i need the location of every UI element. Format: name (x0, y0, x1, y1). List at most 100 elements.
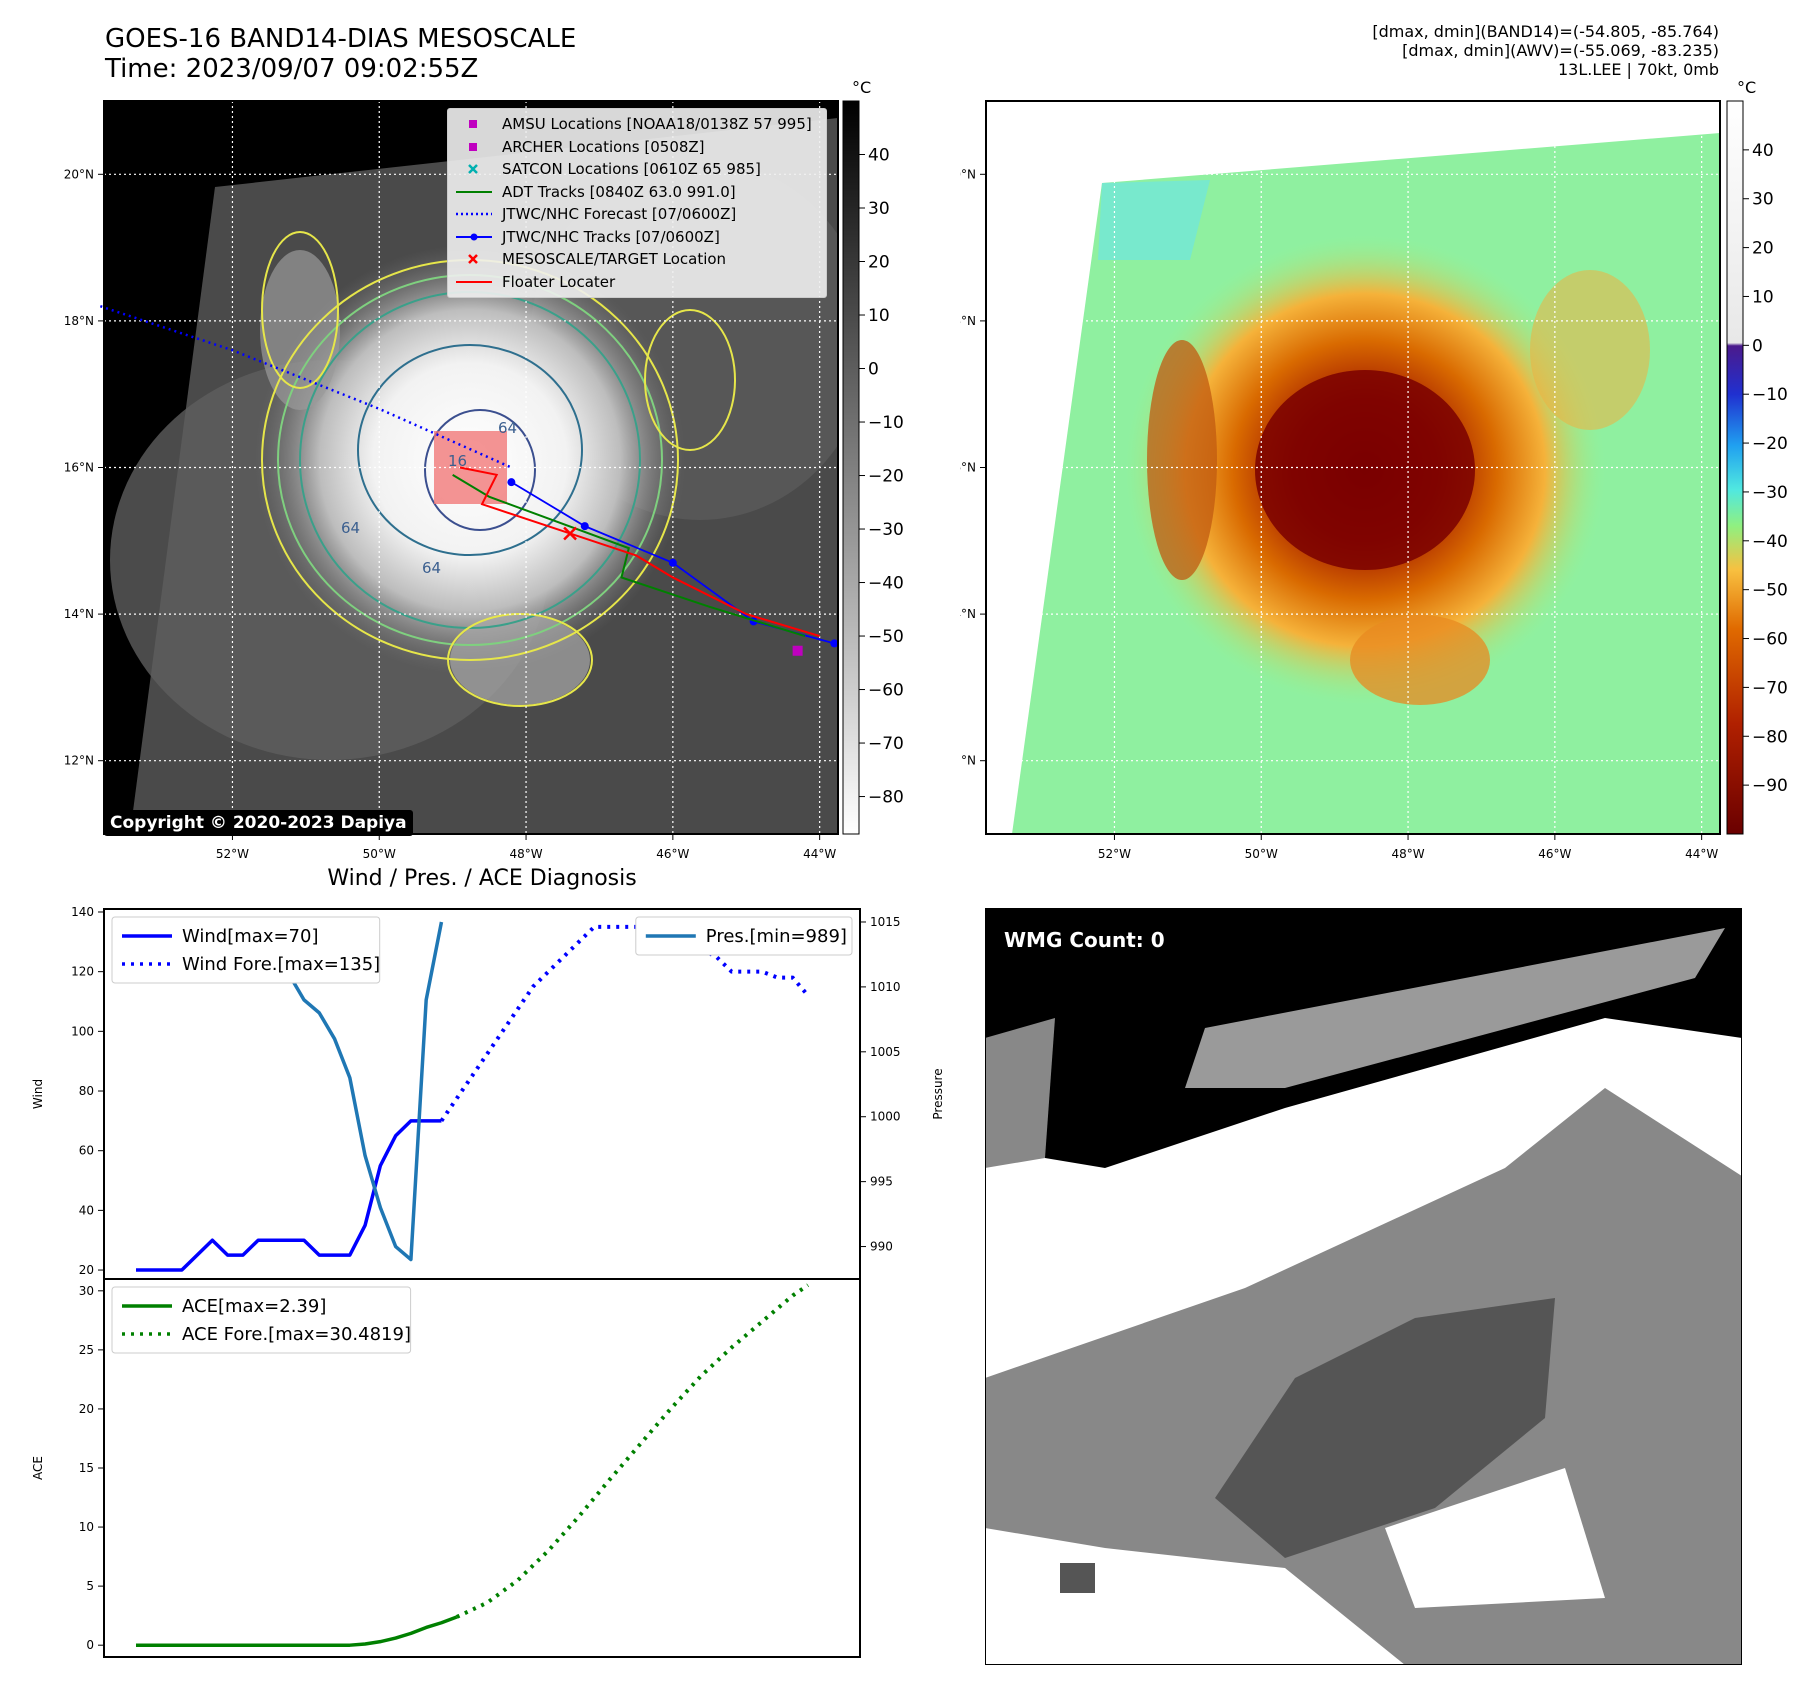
colorbar-tick-label: −80 (868, 788, 904, 808)
y-right-axis-label: Pressure (931, 1068, 945, 1119)
lat-tick-label: 18°N (960, 314, 976, 328)
lat-tick-label: 14°N (64, 607, 94, 621)
wmg-lightgray-band (1185, 928, 1725, 1088)
colorbar-tick-label: 40 (1752, 141, 1774, 161)
legend-entry: AMSU Locations [NOAA18/0138Z 57 995] (454, 113, 820, 136)
contour-label: 64 (422, 559, 441, 577)
info-line-2: [dmax, dmin](AWV)=(-55.069, -83.235) (1402, 41, 1719, 60)
lat-tick-label: 20°N (64, 167, 94, 181)
y-tick-label: 20 (79, 1263, 94, 1277)
colorbar-tick-label: −40 (1752, 532, 1788, 552)
ir-colorbar: 40 30 20 10 0 −10 −20 −30 −40 −50 −60 −70 −80 (842, 100, 904, 835)
legend-box (111, 916, 381, 984)
legend-label: SATCON Locations [0610Z 65 985] (502, 160, 761, 179)
colorbar-tick-label: 0 (868, 360, 879, 380)
legend-label: MESOSCALE/TARGET Location (502, 250, 727, 269)
lat-tick-label: 14°N (960, 607, 976, 621)
y-tick-label: 120 (71, 965, 94, 979)
legend-swatch (456, 233, 492, 241)
legend-square-symbol (469, 142, 477, 151)
wind-pressure-panel: 20 40 60 80 100 120 140 Wind 990 995 1000 1005 1010 1… (31, 905, 945, 1280)
colorbar-tick-label: 10 (1752, 287, 1774, 307)
y-tick-label: 10 (79, 1520, 94, 1534)
legend-label: Wind Fore.[max=135] (182, 954, 380, 975)
legend-entry: ARCHER Locations [0508Z] (454, 136, 820, 159)
awv-colorbar-gradient (1726, 100, 1744, 835)
y-tick-label: 100 (71, 1024, 94, 1038)
lon-tick-label: 52°W (216, 847, 249, 860)
y-tick-label: 80 (79, 1084, 94, 1098)
info-block: [dmax, dmin](BAND14)=(-54.805, -85.764) … (1372, 22, 1719, 79)
colorbar-tick-label: −50 (868, 627, 904, 647)
colorbar-tick-label: −20 (868, 467, 904, 487)
legend-box (635, 916, 853, 956)
legend-x-symbol (468, 254, 478, 265)
lon-tick-label: 44°W (1685, 847, 1718, 860)
colorbar-tick-label: −40 (868, 574, 904, 594)
colorbar-tick-label: −10 (868, 413, 904, 433)
y-right-tick-label: 990 (870, 1240, 893, 1254)
floater-locater-line (459, 466, 820, 638)
y-tick-label: 5 (86, 1579, 94, 1593)
lat-tick-label: 18°N (64, 314, 94, 328)
legend-label: JTWC/NHC Tracks [07/0600Z] (502, 227, 720, 246)
colorbar-tick-label: −70 (868, 734, 904, 754)
lon-tick-label: 48°W (1391, 847, 1424, 860)
colorbar-tick-label: −30 (868, 520, 904, 540)
awv-axis-ticks: 52°W 50°W 48°W 46°W 44°W 20°N 18°N 16°N 14°N 12°N (960, 167, 1718, 860)
legend-dot-symbol (470, 233, 478, 241)
colorbar-tick-label: 20 (1752, 239, 1774, 259)
lon-tick-label: 46°W (656, 847, 689, 860)
wmg-panel (985, 908, 1742, 1665)
ace-panel: 0 5 10 15 20 25 30 ACE ACE[max=2.39] ACE Fore.[ma… (31, 1278, 861, 1658)
legend-label: AMSU Locations [NOAA18/0138Z 57 995] (502, 115, 812, 134)
legend-entry: MESOSCALE/TARGET Location (454, 248, 820, 271)
y-tick-label: 140 (71, 905, 94, 919)
contour-label: 64 (341, 519, 360, 537)
y-tick-label: 60 (79, 1144, 94, 1158)
lon-tick-label: 50°W (363, 847, 396, 860)
jtwc-track-point (668, 558, 677, 567)
contour-inner (424, 409, 536, 531)
legend-x-symbol (468, 164, 478, 175)
y-tick-label: 25 (79, 1343, 94, 1357)
y-tick-label: 20 (79, 1402, 94, 1416)
lat-tick-label: 20°N (960, 167, 976, 181)
y-tick-label: 40 (79, 1203, 94, 1217)
colorbar-tick-label: 30 (868, 199, 890, 219)
copyright-badge: Copyright © 2020-2023 Dapiya (104, 810, 413, 836)
legend-entry: SATCON Locations [0610Z 65 985] (454, 158, 820, 181)
y-tick-label: 0 (86, 1638, 94, 1652)
adt-track-line (452, 473, 806, 638)
y-axis-label: ACE (31, 1456, 45, 1480)
lat-tick-label: 16°N (64, 461, 94, 475)
info-line-3: 13L.LEE | 70kt, 0mb (1557, 60, 1719, 79)
legend-entry: ADT Tracks [0840Z 63.0 991.0] (454, 181, 820, 204)
info-line-1: [dmax, dmin](BAND14)=(-54.805, -85.764) (1372, 22, 1719, 41)
legend-swatch (469, 120, 477, 129)
legend-label: ACE Fore.[max=30.4819] (182, 1324, 411, 1345)
y-right-tick-label: 1010 (870, 980, 901, 994)
legend-label: Wind[max=70] (182, 926, 319, 947)
lon-tick-label: 44°W (803, 847, 836, 860)
wmg-count-text: WMG Count: 0 (1004, 928, 1165, 952)
lat-tick-label: 12°N (64, 754, 94, 768)
y-right-tick-label: 1005 (870, 1045, 901, 1059)
colorbar-tick-label: 20 (868, 253, 890, 273)
legend-entry: JTWC/NHC Forecast [07/0600Z] (454, 203, 820, 226)
lon-tick-label: 48°W (509, 847, 542, 860)
y-axis-label: Wind (31, 1079, 45, 1109)
legend-square-symbol (469, 120, 477, 129)
legend-entry: JTWC/NHC Tracks [07/0600Z] (454, 226, 820, 249)
contour-labels: 64 16 64 64 (341, 419, 517, 577)
ir-legend: AMSU Locations [NOAA18/0138Z 57 995] ARCH… (447, 108, 827, 298)
colorbar-tick-label: −60 (1752, 630, 1788, 650)
legend-label: ARCHER Locations [0508Z] (502, 137, 705, 156)
colorbar-tick-label: −90 (1752, 776, 1788, 796)
y-tick-label: 15 (79, 1461, 94, 1475)
legend-swatch (468, 164, 478, 175)
colorbar-tick-label: −20 (1752, 434, 1788, 454)
colorbar-tick-label: 0 (1752, 336, 1763, 356)
legend-label: ACE[max=2.39] (182, 1296, 326, 1317)
diagnosis-title: Wind / Pres. / ACE Diagnosis (327, 866, 637, 891)
